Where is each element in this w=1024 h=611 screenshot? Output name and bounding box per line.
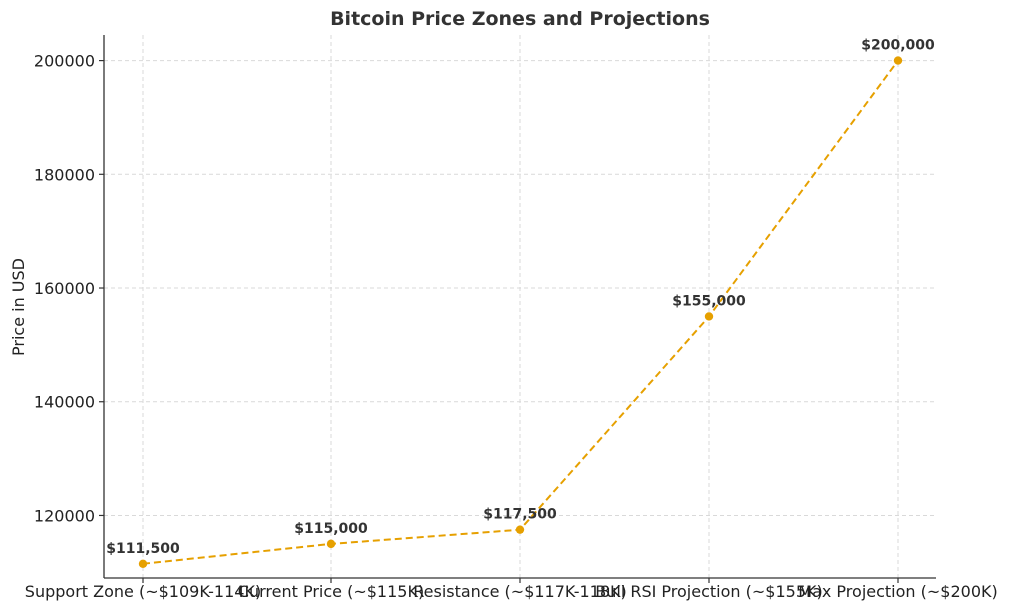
x-tick-label: Max Projection (~$200K) bbox=[798, 582, 997, 601]
y-axis-label: Price in USD bbox=[9, 258, 28, 356]
data-label: $155,000 bbox=[672, 293, 746, 309]
x-tick-label: Bull RSI Projection (~$155K) bbox=[595, 582, 822, 601]
series bbox=[138, 56, 903, 568]
data-label: $117,500 bbox=[483, 507, 557, 523]
data-point bbox=[326, 539, 336, 549]
data-point bbox=[893, 56, 903, 65]
data-labels: $111,500 $115,000 $117,500 $155,000 $200,000 bbox=[106, 38, 935, 557]
data-label: $115,000 bbox=[294, 521, 368, 537]
y-tick-label: 140000 bbox=[34, 393, 95, 412]
y-tick-label: 200000 bbox=[34, 52, 95, 71]
y-tick-label: 120000 bbox=[34, 506, 95, 525]
data-point bbox=[138, 559, 148, 568]
data-label: $200,000 bbox=[861, 38, 935, 54]
data-label: $111,500 bbox=[106, 541, 180, 557]
grid bbox=[104, 35, 936, 578]
y-tick-label: 160000 bbox=[34, 279, 95, 298]
x-tick-label: Resistance (~$117K-118K) bbox=[413, 582, 627, 601]
y-tick-label: 180000 bbox=[34, 165, 95, 184]
chart-title: Bitcoin Price Zones and Projections bbox=[330, 8, 710, 30]
x-tick-label: Current Price (~$115K) bbox=[238, 582, 424, 601]
ticks: Support Zone (~$109K-114K)Current Price … bbox=[25, 52, 998, 601]
x-tick-label: Support Zone (~$109K-114K) bbox=[25, 582, 261, 601]
data-point bbox=[704, 312, 714, 321]
data-point bbox=[515, 525, 525, 534]
axes bbox=[103, 35, 936, 579]
